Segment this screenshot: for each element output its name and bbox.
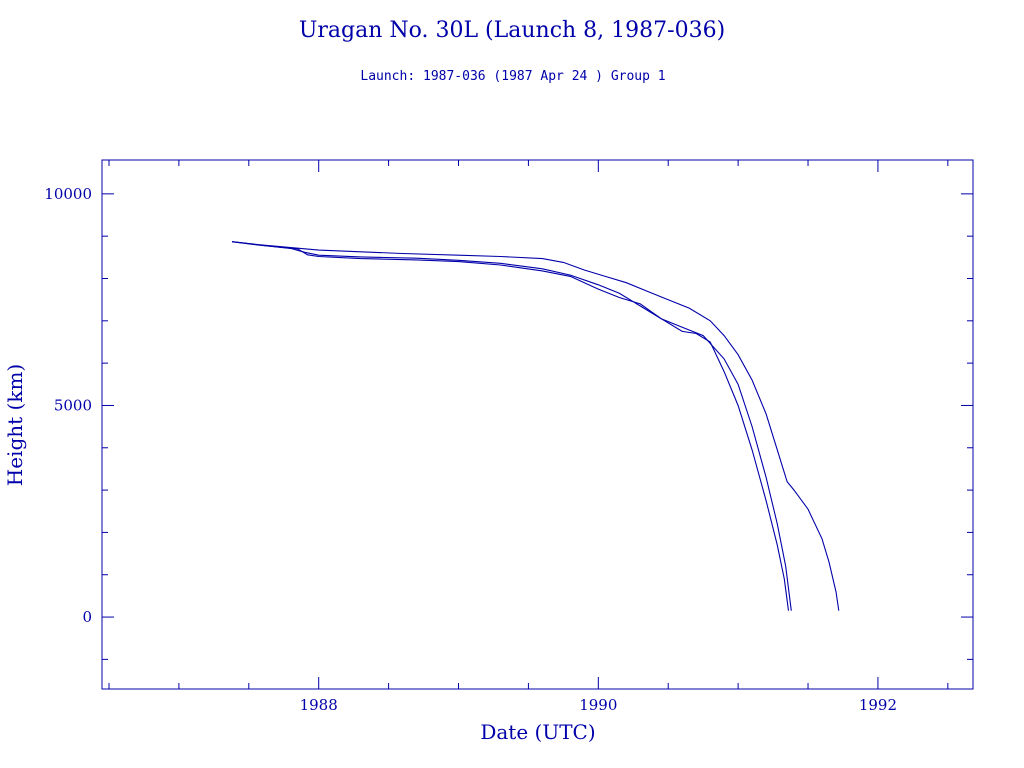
series-group <box>231 241 840 611</box>
series-line-1 <box>231 241 840 611</box>
x-axis-label: Date (UTC) <box>480 720 595 744</box>
plot-frame <box>101 159 974 690</box>
chart-subtitle: Launch: 1987-036 (1987 Apr 24 ) Group 1 <box>360 69 665 84</box>
x-tick-label: 1992 <box>859 696 897 714</box>
y-axis-label: Height (km) <box>3 364 27 486</box>
x-tick-label: 1988 <box>300 696 338 714</box>
y-tick-label: 5000 <box>54 396 92 414</box>
x-tick-label: 1990 <box>579 696 617 714</box>
axis-ticks <box>102 160 973 689</box>
y-tick-label: 10000 <box>44 185 92 203</box>
chart-title: Uragan No. 30L (Launch 8, 1987-036) <box>299 18 725 43</box>
y-tick-label: 0 <box>82 608 92 626</box>
series-line-2 <box>231 241 792 611</box>
axis-tick-labels: 1988 1990 1992 0 5000 10000 <box>44 185 897 714</box>
series-line-3 <box>231 241 790 611</box>
